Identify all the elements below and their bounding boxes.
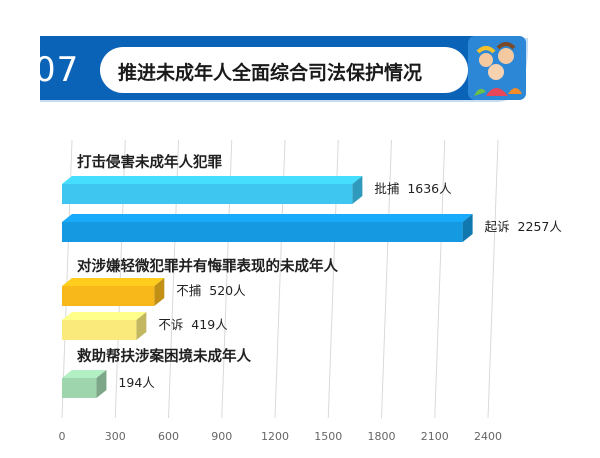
bar-end-face [462, 214, 473, 242]
bar-top-face [62, 370, 107, 378]
x-tick-label: 900 [211, 430, 232, 443]
children-group-icon [468, 36, 526, 100]
section-header: 07 推进未成年人全面综合司法保护情况 [0, 0, 600, 120]
bar-value-label: 不诉 419人 [158, 317, 228, 332]
x-tick-label: 0 [59, 430, 66, 443]
x-tick-label: 300 [105, 430, 126, 443]
bar-top-face [62, 278, 165, 286]
bar [62, 378, 97, 398]
group-label: 打击侵害未成年人犯罪 [77, 153, 222, 171]
gridline [487, 139, 499, 419]
x-tick-label: 2400 [474, 430, 502, 443]
header-banner [40, 36, 528, 102]
group-label: 对涉嫌轻微犯罪并有悔罪表现的未成年人 [77, 257, 338, 275]
x-tick-label: 1800 [368, 430, 396, 443]
bar-end-face [136, 312, 147, 340]
x-tick-label: 600 [158, 430, 179, 443]
title-pill [100, 47, 468, 93]
section-title: 推进未成年人全面综合司法保护情况 [118, 62, 423, 84]
gridline [434, 139, 446, 419]
bar-value-label: 不捕 520人 [176, 283, 246, 298]
x-tick-label: 1200 [261, 430, 289, 443]
bar-top-face [62, 312, 147, 320]
x-tick-label: 1500 [314, 430, 342, 443]
bar-value-label: 批捕 1636人 [374, 181, 452, 196]
bar-top-face [62, 214, 473, 222]
bar [62, 222, 463, 242]
group-label: 救助帮扶涉案困境未成年人 [77, 347, 251, 365]
x-tick-label: 2100 [421, 430, 449, 443]
bar-value-label: 起诉 2257人 [485, 219, 563, 234]
bar-top-face [62, 176, 363, 184]
bar-end-face [154, 278, 165, 306]
bar-value-label: 194人 [118, 375, 155, 390]
bar [62, 320, 137, 340]
bar-end-face [352, 176, 363, 204]
bar [62, 286, 155, 306]
gridline [381, 139, 392, 419]
bar [62, 184, 353, 204]
bar-end-face [96, 370, 107, 398]
section-number: 07 [34, 50, 80, 90]
